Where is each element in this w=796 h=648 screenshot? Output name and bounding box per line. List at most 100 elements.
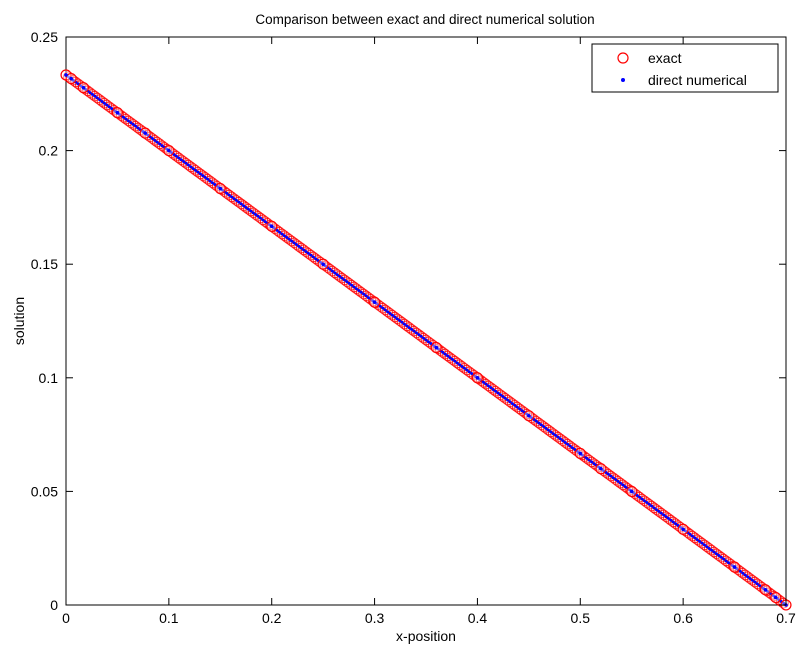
numerical-band-marker (234, 198, 238, 202)
legend-exact-marker-icon (617, 52, 629, 64)
numerical-band-marker (299, 246, 303, 250)
numerical-band-marker (122, 115, 126, 119)
numerical-band-marker (642, 499, 646, 503)
numerical-band-marker (621, 483, 625, 487)
numerical-band-marker (186, 163, 190, 167)
numerical-band-marker (184, 161, 188, 165)
numerical-band-marker (738, 569, 742, 573)
numerical-band-marker (328, 267, 332, 271)
numerical-band-marker (424, 338, 428, 342)
numerical-band-marker (189, 165, 193, 169)
numerical-point (321, 262, 325, 267)
numerical-band-marker (131, 122, 135, 126)
numerical-band-marker (722, 557, 726, 561)
numerical-point (115, 110, 120, 115)
numerical-band-marker (290, 239, 294, 243)
numerical-band-marker (498, 393, 502, 397)
numerical-band-marker (242, 204, 246, 208)
numerical-band-marker (158, 142, 162, 146)
x-tick-label: 0.5 (571, 610, 591, 626)
numerical-band-marker (429, 342, 433, 346)
numerical-series-band (64, 73, 788, 607)
numerical-band-marker (659, 511, 663, 515)
numerical-band-marker (724, 559, 728, 563)
numerical-band-marker (150, 137, 154, 141)
numerical-band-marker (700, 541, 704, 545)
numerical-band-marker (410, 327, 414, 331)
numerical-band-marker (407, 326, 411, 330)
numerical-band-marker (551, 432, 555, 436)
numerical-band-marker (261, 218, 265, 222)
numerical-band-marker (102, 101, 106, 105)
numerical-band-marker (707, 546, 711, 550)
numerical-band-marker (546, 428, 550, 432)
numerical-band-marker (412, 329, 416, 333)
numerical-band-marker (249, 209, 253, 213)
numerical-band-marker (671, 520, 675, 524)
numerical-band-marker (782, 601, 786, 605)
y-tick-label: 0.05 (31, 483, 58, 499)
numerical-band-marker (160, 144, 164, 148)
numerical-band-marker (462, 366, 466, 370)
numerical-band-marker (419, 334, 423, 338)
numerical-band-marker (669, 518, 673, 522)
numerical-band-marker (280, 232, 284, 236)
legend-numerical-label: direct numerical (648, 72, 747, 88)
numerical-band-marker (491, 387, 495, 391)
numerical-band-marker (573, 448, 577, 452)
numerical-band-marker (606, 472, 610, 476)
numerical-band-marker (614, 478, 618, 482)
numerical-band-marker (455, 361, 459, 365)
numerical-band-marker (347, 281, 351, 285)
numerical-band-marker (568, 444, 572, 448)
numerical-band-marker (650, 504, 654, 508)
numerical-point (64, 73, 68, 77)
numerical-band-marker (124, 117, 128, 121)
numerical-band-marker (496, 391, 500, 395)
numerical-band-marker (508, 400, 512, 404)
x-tick-label: 0.4 (468, 610, 488, 626)
numerical-band-marker (698, 539, 702, 543)
numerical-band-marker (414, 331, 418, 335)
numerical-band-marker (465, 368, 469, 372)
numerical-band-marker (110, 107, 114, 111)
numerical-band-marker (710, 548, 714, 552)
numerical-band-marker (494, 389, 498, 393)
numerical-series-markers (64, 73, 788, 607)
numerical-band-marker (750, 578, 754, 582)
numerical-band-marker (695, 538, 699, 542)
plot-area: 0 0.1 0.2 0.3 0.4 0.5 0.6 0.7 0 0.05 0.1 0.15 0.2 0.… (31, 29, 796, 626)
numerical-band-marker (542, 425, 546, 429)
legend-numerical-marker-icon (621, 78, 625, 82)
numerical-band-marker (196, 170, 200, 174)
numerical-band-marker (146, 133, 150, 137)
numerical-band-marker (566, 442, 570, 446)
numerical-band-marker (518, 407, 522, 411)
x-tick-label: 0.3 (365, 610, 385, 626)
numerical-point (167, 148, 171, 153)
numerical-band-marker (506, 398, 510, 402)
numerical-band-marker (688, 532, 692, 536)
numerical-band-marker (354, 287, 358, 291)
numerical-band-marker (390, 313, 394, 317)
numerical-band-marker (335, 273, 339, 277)
numerical-band-marker (302, 248, 306, 252)
x-tick-label: 0.2 (262, 610, 282, 626)
numerical-band-marker (287, 237, 291, 241)
numerical-point (81, 85, 86, 90)
numerical-band-marker (657, 509, 661, 513)
numerical-band-marker (338, 274, 342, 278)
numerical-band-marker (198, 172, 202, 176)
numerical-point (681, 527, 685, 532)
numerical-band-marker (297, 244, 301, 248)
numerical-point (578, 451, 583, 456)
numerical-band-marker (501, 395, 505, 399)
numerical-point (143, 131, 147, 135)
numerical-band-marker (400, 320, 404, 324)
numerical-point (732, 565, 737, 569)
numerical-band-marker (95, 96, 99, 100)
numerical-band-marker (366, 296, 370, 300)
numerical-band-marker (640, 497, 644, 501)
numerical-band-marker (294, 243, 298, 247)
numerical-band-marker (460, 364, 464, 368)
